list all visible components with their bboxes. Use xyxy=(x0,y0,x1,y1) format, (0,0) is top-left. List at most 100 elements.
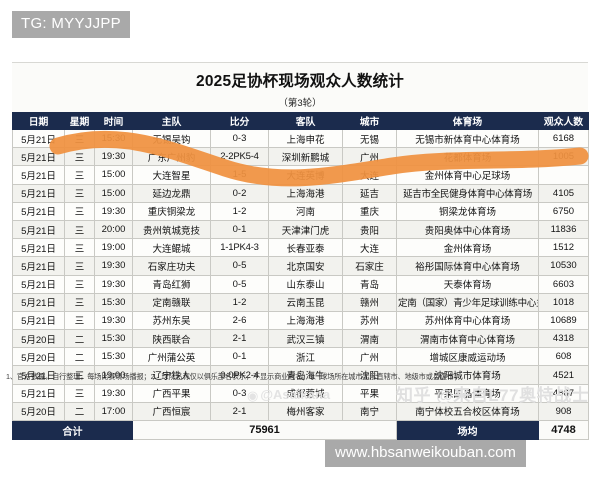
away-team: 山东泰山 xyxy=(268,274,343,294)
match-stadium: 铜梁龙体育场 xyxy=(396,201,539,221)
home-team: 石家庄功夫 xyxy=(132,256,211,276)
away-team: 成都蓉城 xyxy=(268,383,343,403)
match-time: 15:30 xyxy=(94,128,133,149)
table-row: 5月21日三 19:00 大连鲲城 1-1PK4-3 长春亚泰 大连 金州体育场 1512 xyxy=(12,238,589,258)
match-date: 5月21日 xyxy=(12,183,65,203)
table-row: 5月21日三 15:00 延边龙鼎 0-2 上海海港 延吉 延吉市全民健身体育中心体育场 41… xyxy=(12,183,589,203)
average-label: 场均 xyxy=(396,420,539,440)
match-date: 5月21日 xyxy=(12,274,65,294)
away-team: 武汉三镇 xyxy=(268,329,343,349)
away-team: 梅州客家 xyxy=(268,401,343,422)
home-team: 广西平果 xyxy=(132,383,211,403)
match-time: 15:00 xyxy=(94,165,133,185)
home-team: 广东广州豹 xyxy=(132,147,211,167)
table-header-row: 日期 星期 时间 主队 比分 客队 城市 体育场 观众人数 xyxy=(12,112,589,130)
match-stadium: 裕彤国际体育中心体育场 xyxy=(396,256,539,276)
away-team: 上海申花 xyxy=(268,128,343,149)
col-header-away-team: 客队 xyxy=(268,112,343,130)
home-team: 无锡吴钩 xyxy=(132,128,211,149)
match-stadium: 渭南市体育中心体育场 xyxy=(396,329,539,349)
away-team: 大连英博 xyxy=(268,165,343,185)
match-attendance: 10689 xyxy=(538,310,589,331)
home-team: 广州蒲公英 xyxy=(132,347,211,367)
match-city: 苏州 xyxy=(342,310,397,331)
match-date: 5月20日 xyxy=(12,401,65,422)
away-team: 上海海港 xyxy=(268,310,343,331)
weibo-watermark-handle: @Asaikana xyxy=(260,387,331,402)
col-header-time: 时间 xyxy=(94,112,133,130)
match-weekday: 三 xyxy=(64,219,95,240)
match-city: 延吉 xyxy=(342,183,397,203)
match-time: 19:00 xyxy=(94,238,133,258)
match-score: 0-5 xyxy=(210,274,269,294)
weibo-watermark: ◉ @Asaikana xyxy=(247,387,330,403)
match-score: 0-1 xyxy=(210,219,269,240)
match-attendance: 4867 xyxy=(538,383,589,403)
table-total-row: 合计 75961 场均 4748 xyxy=(12,420,589,440)
match-score: 0-0PK2-4 xyxy=(210,365,269,385)
home-team: 辽宁铁人 xyxy=(132,365,211,385)
away-team: 河南 xyxy=(268,201,343,221)
match-date: 5月20日 xyxy=(12,329,65,349)
match-city: 青岛 xyxy=(342,274,397,294)
match-attendance: 1512 xyxy=(538,238,589,258)
away-team: 云南玉昆 xyxy=(268,292,343,312)
match-date: 5月20日 xyxy=(12,347,65,367)
match-weekday: 二 xyxy=(64,329,95,349)
match-city: 广州 xyxy=(342,347,397,367)
match-stadium: 贵阳奥体中心体育场 xyxy=(396,219,539,240)
match-stadium: 平果国晶体育场 xyxy=(396,383,539,403)
match-stadium: 定南（国家）青少年足球训练中心主体育场 xyxy=(396,292,539,312)
match-city: 大连 xyxy=(342,165,397,185)
table-row: 5月21日三 19:30 石家庄功夫 0-5 北京国安 石家庄 裕彤国际体育中心体育场 105… xyxy=(12,256,589,276)
away-team: 上海海港 xyxy=(268,183,343,203)
page-title: 2025足协杯现场观众人数统计 xyxy=(12,63,588,95)
away-team: 长春亚泰 xyxy=(268,238,343,258)
match-city: 贵阳 xyxy=(342,219,397,240)
match-attendance: 10530 xyxy=(538,256,589,276)
col-header-date: 日期 xyxy=(12,112,65,130)
match-time: 20:00 xyxy=(94,219,133,240)
match-time: 19:00 xyxy=(94,365,133,385)
round-subtitle: （第3轮） xyxy=(12,95,588,112)
match-weekday: 二 xyxy=(64,401,95,422)
away-team: 青岛海牛 xyxy=(268,365,343,385)
home-team: 苏州东吴 xyxy=(132,310,211,331)
match-weekday: 三 xyxy=(64,165,95,185)
match-time: 15:30 xyxy=(94,329,133,349)
match-stadium: 延吉市全民健身体育中心体育场 xyxy=(396,183,539,203)
match-score: 2-1 xyxy=(210,401,269,422)
match-time: 19:30 xyxy=(94,274,133,294)
match-city: 赣州 xyxy=(342,292,397,312)
match-stadium: 花都体育场 xyxy=(396,147,539,167)
match-date: 5月21日 xyxy=(12,256,65,276)
match-attendance: 4521 xyxy=(538,365,589,385)
total-value: 75961 xyxy=(132,420,397,440)
match-weekday: 三 xyxy=(64,256,95,276)
match-score: 1-2 xyxy=(210,292,269,312)
home-team: 陕西联合 xyxy=(132,329,211,349)
home-team: 青岛红狮 xyxy=(132,274,211,294)
match-score: 0-2 xyxy=(210,183,269,203)
home-team: 大连智星 xyxy=(132,165,211,185)
match-time: 15:00 xyxy=(94,183,133,203)
average-value: 4748 xyxy=(538,420,589,440)
match-score: 1-5 xyxy=(210,165,269,185)
match-score: 0-3 xyxy=(210,383,269,403)
match-score: 0-1 xyxy=(210,347,269,367)
match-score: 1-2 xyxy=(210,201,269,221)
match-weekday: 三 xyxy=(64,383,95,403)
match-weekday: 三 xyxy=(64,365,95,385)
match-city: 渭南 xyxy=(342,329,397,349)
away-team: 深圳新鹏城 xyxy=(268,147,343,167)
match-city: 广州 xyxy=(342,147,397,167)
match-city: 石家庄 xyxy=(342,256,397,276)
table-row: 5月21日三 19:00 辽宁铁人 0-0PK2-4 青岛海牛 沈阳 沈阳城市体育场 4521 xyxy=(12,365,589,385)
away-team: 天津津门虎 xyxy=(268,219,343,240)
match-weekday: 三 xyxy=(64,292,95,312)
match-weekday: 三 xyxy=(64,310,95,331)
table-row: 5月20日二 15:30 陕西联合 2-1 武汉三镇 渭南 渭南市体育中心体育场 4318 xyxy=(12,329,589,349)
match-stadium: 沈阳城市体育场 xyxy=(396,365,539,385)
match-weekday: 三 xyxy=(64,183,95,203)
